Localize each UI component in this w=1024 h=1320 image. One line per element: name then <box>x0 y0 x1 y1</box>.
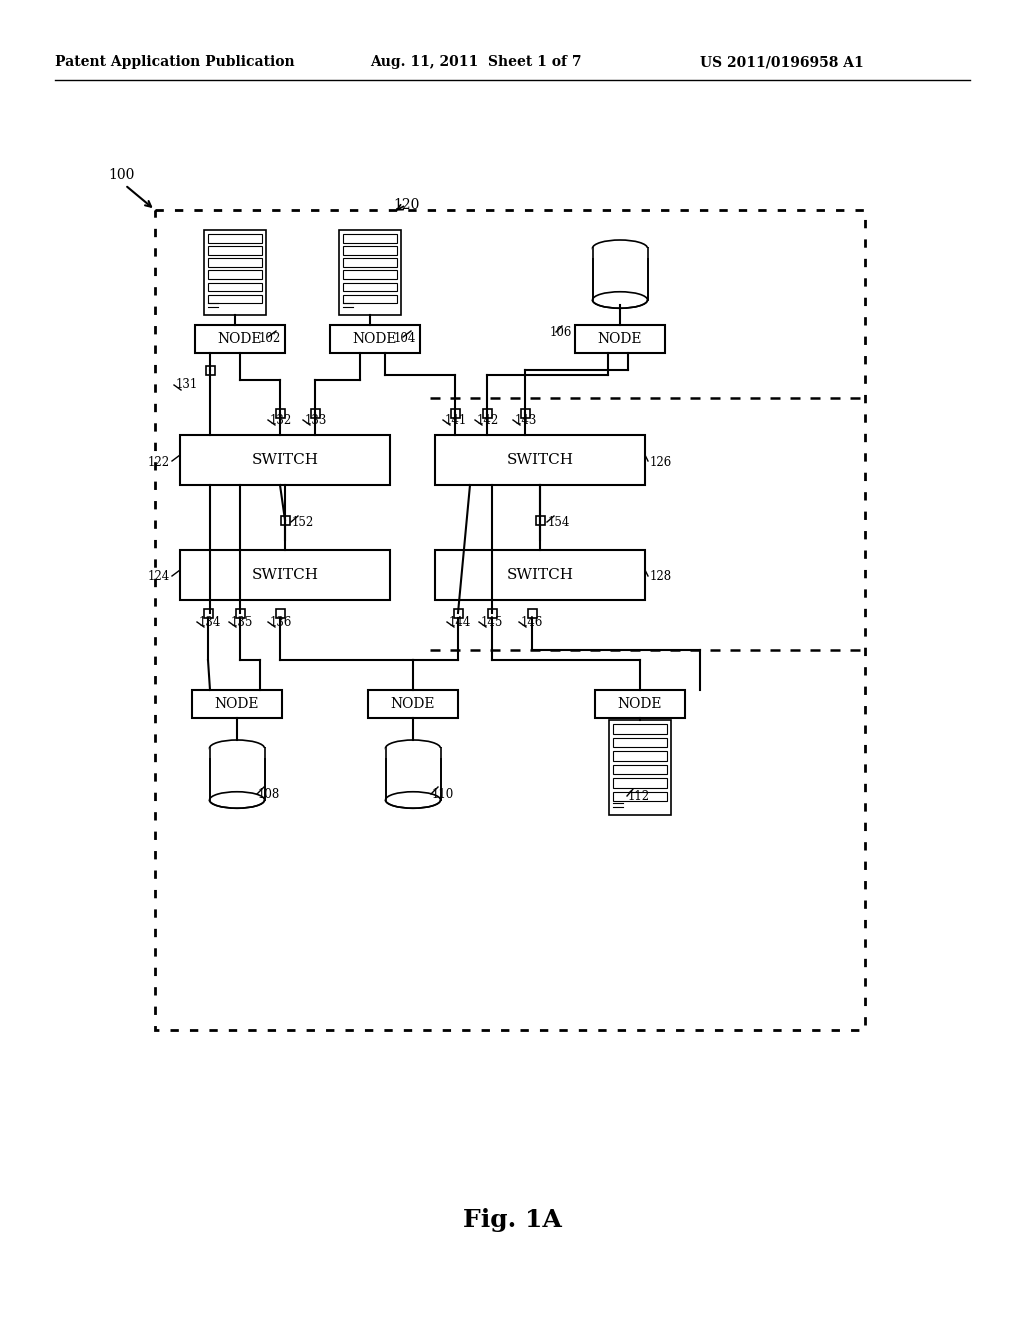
Bar <box>343 259 397 267</box>
Ellipse shape <box>210 792 264 808</box>
Text: 128: 128 <box>650 570 672 583</box>
Text: 120: 120 <box>393 198 420 213</box>
Bar <box>435 550 645 601</box>
Bar <box>520 408 529 417</box>
Bar <box>343 294 397 304</box>
Bar <box>368 690 458 718</box>
Bar <box>310 408 319 417</box>
Text: 124: 124 <box>147 570 170 583</box>
Text: 131: 131 <box>176 379 199 392</box>
Text: US 2011/0196958 A1: US 2011/0196958 A1 <box>700 55 864 69</box>
Text: 141: 141 <box>445 413 467 426</box>
Text: Fig. 1A: Fig. 1A <box>463 1208 561 1232</box>
Bar <box>487 609 497 618</box>
Text: NODE: NODE <box>617 697 663 711</box>
Ellipse shape <box>385 741 440 756</box>
Bar <box>613 779 667 788</box>
Bar <box>527 609 537 618</box>
Ellipse shape <box>593 240 647 256</box>
Text: 112: 112 <box>628 791 650 804</box>
Bar <box>193 690 282 718</box>
Text: 145: 145 <box>481 615 504 628</box>
Bar <box>613 792 667 801</box>
Text: 146: 146 <box>521 615 544 628</box>
Text: 108: 108 <box>258 788 281 801</box>
Bar <box>330 325 420 352</box>
Text: 110: 110 <box>432 788 455 801</box>
Text: 106: 106 <box>550 326 572 339</box>
Bar <box>208 294 262 304</box>
Bar <box>343 234 397 243</box>
Bar <box>208 259 262 267</box>
Text: 133: 133 <box>305 413 328 426</box>
Bar <box>343 271 397 279</box>
Bar <box>609 719 671 814</box>
Bar <box>592 248 648 257</box>
Bar <box>575 325 665 352</box>
Bar <box>482 408 492 417</box>
Text: 142: 142 <box>477 413 500 426</box>
Bar <box>595 690 685 718</box>
Text: SWITCH: SWITCH <box>507 568 573 582</box>
Text: 126: 126 <box>650 455 672 469</box>
Bar <box>454 609 463 618</box>
Text: SWITCH: SWITCH <box>507 453 573 467</box>
Bar <box>339 230 401 315</box>
Bar <box>281 516 290 524</box>
Text: SWITCH: SWITCH <box>252 568 318 582</box>
Bar <box>236 609 245 618</box>
Bar <box>180 436 390 484</box>
Bar <box>195 325 285 352</box>
Text: 144: 144 <box>449 615 471 628</box>
Bar <box>180 550 390 601</box>
Bar <box>343 282 397 292</box>
Bar <box>536 516 545 524</box>
Bar <box>275 408 285 417</box>
Bar <box>204 230 266 315</box>
Bar <box>613 738 667 747</box>
Bar <box>385 748 440 800</box>
Text: 132: 132 <box>270 413 292 426</box>
Bar <box>593 248 647 300</box>
Text: 135: 135 <box>231 615 253 628</box>
Text: 122: 122 <box>147 455 170 469</box>
Bar <box>343 246 397 255</box>
Text: 136: 136 <box>270 615 293 628</box>
Text: 152: 152 <box>292 516 314 529</box>
Text: 100: 100 <box>108 168 134 182</box>
Text: 102: 102 <box>259 331 282 345</box>
Text: NODE: NODE <box>598 333 642 346</box>
Text: Aug. 11, 2011  Sheet 1 of 7: Aug. 11, 2011 Sheet 1 of 7 <box>370 55 582 69</box>
Ellipse shape <box>385 792 440 808</box>
Text: NODE: NODE <box>391 697 435 711</box>
Text: 104: 104 <box>394 331 417 345</box>
Bar <box>384 748 441 758</box>
Text: 154: 154 <box>548 516 570 529</box>
Text: Patent Application Publication: Patent Application Publication <box>55 55 295 69</box>
Bar <box>275 609 285 618</box>
Bar <box>435 436 645 484</box>
Text: NODE: NODE <box>352 333 397 346</box>
Bar <box>451 408 460 417</box>
Ellipse shape <box>210 741 264 756</box>
Bar <box>210 748 264 800</box>
Bar <box>206 366 214 375</box>
Bar <box>613 751 667 760</box>
Bar <box>613 764 667 775</box>
Text: SWITCH: SWITCH <box>252 453 318 467</box>
Bar <box>613 723 667 734</box>
Bar <box>208 282 262 292</box>
Bar <box>155 210 865 1030</box>
Ellipse shape <box>593 292 647 309</box>
Bar <box>208 234 262 243</box>
Bar <box>204 609 213 618</box>
Bar <box>209 748 265 758</box>
Bar <box>208 246 262 255</box>
Text: 143: 143 <box>515 413 538 426</box>
Text: 134: 134 <box>199 615 221 628</box>
Text: NODE: NODE <box>215 697 259 711</box>
Text: NODE: NODE <box>218 333 262 346</box>
Bar <box>208 271 262 279</box>
